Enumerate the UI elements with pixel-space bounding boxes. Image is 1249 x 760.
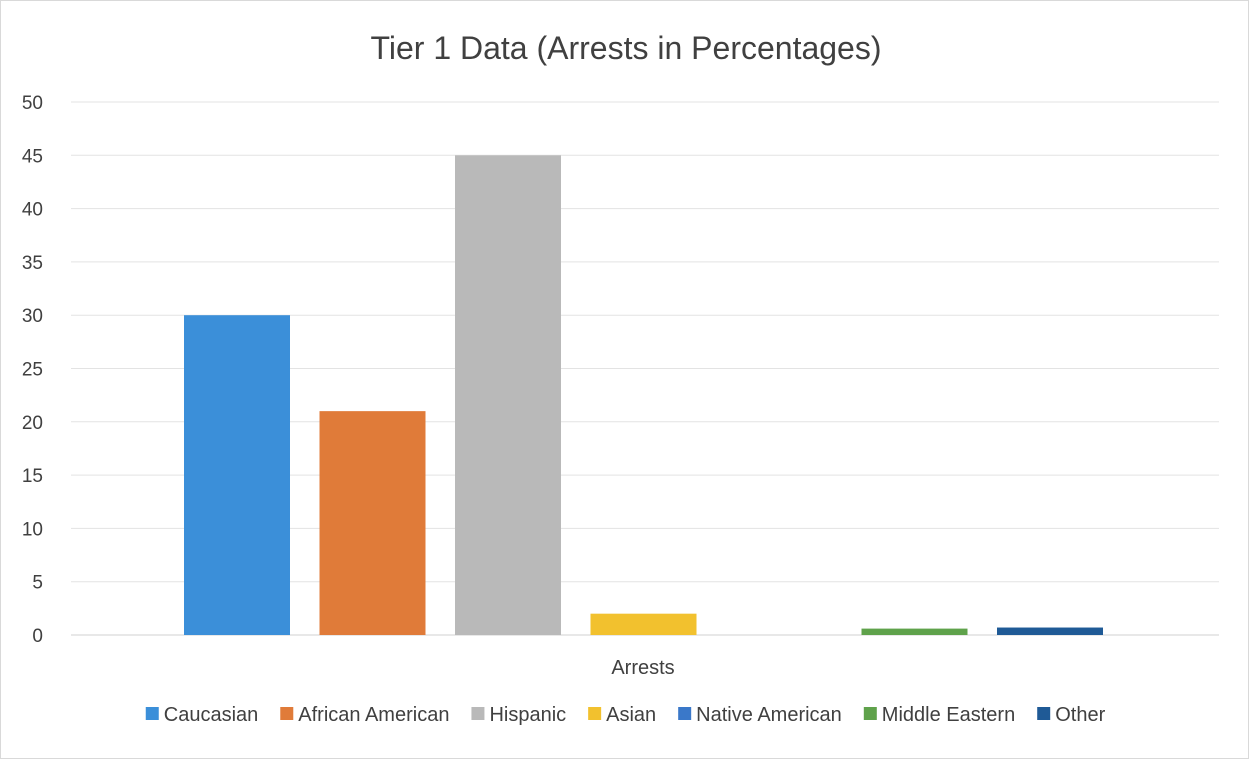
y-axis-ticks: 0 5 10 15 20 25 30 35 40 45 50 bbox=[22, 93, 43, 647]
y-tick-label: 40 bbox=[22, 200, 43, 221]
bar-asian bbox=[590, 613, 697, 635]
y-tick-label: 20 bbox=[22, 413, 43, 434]
legend-item: Asian bbox=[588, 704, 656, 726]
legend-swatch bbox=[471, 707, 485, 720]
legend-item: African American bbox=[280, 704, 449, 726]
legend-label: Middle Eastern bbox=[882, 704, 1015, 726]
bar-hispanic bbox=[455, 155, 561, 636]
legend: Caucasian African American Hispanic Asian Na… bbox=[145, 704, 1106, 726]
legend-swatch bbox=[588, 707, 602, 720]
y-tick-label: 5 bbox=[32, 573, 43, 594]
bar-other bbox=[997, 627, 1103, 635]
legend-label: Native American bbox=[696, 704, 842, 726]
x-axis-label: Arrests bbox=[611, 657, 674, 679]
y-tick-label: 45 bbox=[22, 146, 43, 167]
y-tick-label: 0 bbox=[32, 626, 43, 647]
legend-swatch bbox=[678, 707, 692, 720]
legend-label: Hispanic bbox=[489, 704, 566, 726]
legend-label: African American bbox=[298, 704, 449, 726]
y-tick-label: 50 bbox=[22, 93, 43, 114]
legend-swatch bbox=[145, 707, 159, 720]
legend-item: Other bbox=[1037, 704, 1106, 726]
bar-caucasian bbox=[184, 315, 290, 635]
legend-swatch bbox=[280, 707, 294, 720]
bar-african-american bbox=[319, 411, 426, 635]
legend-item: Native American bbox=[678, 704, 842, 726]
y-tick-label: 35 bbox=[22, 253, 43, 274]
legend-item: Middle Eastern bbox=[863, 704, 1015, 726]
chart-title: Tier 1 Data (Arrests in Percentages) bbox=[371, 30, 882, 66]
y-tick-label: 10 bbox=[22, 519, 43, 540]
legend-item: Hispanic bbox=[471, 704, 566, 726]
legend-label: Asian bbox=[606, 704, 656, 726]
bar-middle-eastern bbox=[861, 628, 968, 635]
legend-label: Other bbox=[1055, 704, 1105, 726]
legend-label: Caucasian bbox=[164, 704, 259, 726]
bars bbox=[184, 155, 1103, 636]
legend-swatch bbox=[863, 707, 877, 720]
y-tick-label: 25 bbox=[22, 360, 43, 381]
y-tick-label: 30 bbox=[22, 306, 43, 327]
legend-item: Caucasian bbox=[145, 704, 259, 726]
legend-swatch bbox=[1037, 707, 1051, 720]
y-tick-label: 15 bbox=[22, 466, 43, 487]
